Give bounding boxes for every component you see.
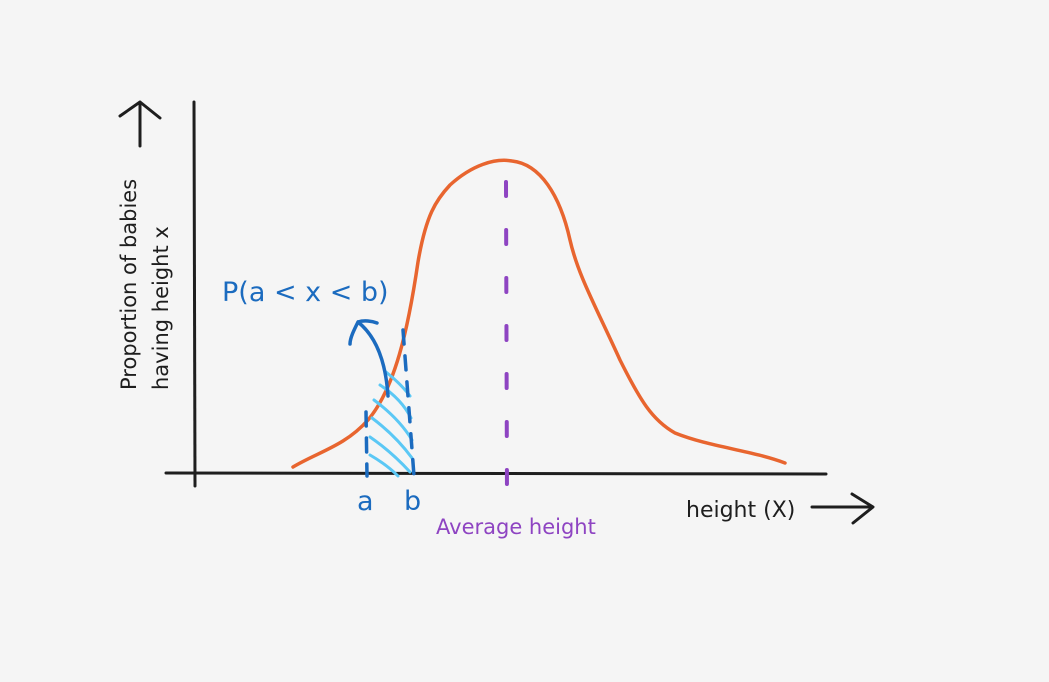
y-axis-line [192,100,197,488]
y-axis-arrow-icon [118,100,162,148]
axes [118,100,875,525]
x-axis-arrow-icon [810,492,875,525]
x-axis-line [164,471,828,476]
probability-arrow-icon [348,319,390,398]
marker-a-label: a [357,486,374,517]
y-axis-label-line2: having height x [149,226,173,390]
x-axis-label: height (X) [686,498,795,523]
bound-b-line [401,328,416,478]
bound-a-line [364,410,369,478]
probability-hatch [368,370,414,478]
marker-b-label: b [404,486,421,517]
average-dashed-line [504,180,509,502]
y-axis-label-line1: Proportion of babies [117,179,141,390]
average-height-label: Average height [436,515,596,539]
probability-label: P(a < x < b) [222,277,389,308]
interval-bounds [364,328,416,478]
